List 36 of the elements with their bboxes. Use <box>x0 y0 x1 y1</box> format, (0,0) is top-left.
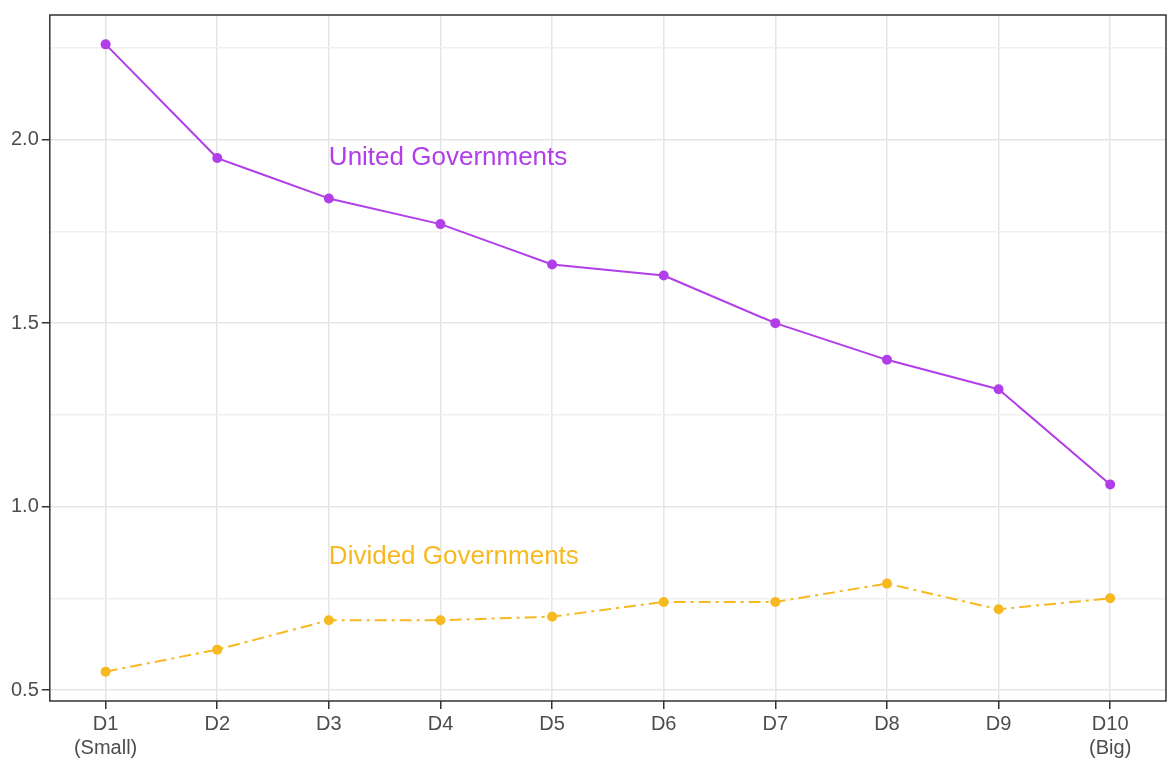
point <box>323 615 334 626</box>
point <box>770 596 781 607</box>
x-tick-label: D9 <box>985 711 1012 734</box>
x-tick-label: D7 <box>762 711 789 734</box>
point <box>100 666 111 677</box>
x-tick-label: D10 (Big) <box>1089 711 1132 758</box>
x-tick-label: D6 <box>650 711 677 734</box>
point <box>212 644 223 655</box>
x-tick-label: D5 <box>539 711 565 734</box>
series-label: United Governments <box>328 140 568 171</box>
point <box>323 193 334 204</box>
series-label: Divided Governments <box>328 540 579 571</box>
x-tick-label: D8 <box>874 711 900 734</box>
y-tick-label: 1.0 <box>10 494 39 517</box>
point <box>993 384 1004 395</box>
point <box>658 596 669 607</box>
point <box>658 270 669 281</box>
x-tick-label: D2 <box>204 711 231 734</box>
x-tick-label: D1 (Small) <box>73 711 138 758</box>
point <box>770 318 781 329</box>
point <box>1105 593 1116 604</box>
point <box>435 219 446 230</box>
point <box>212 153 223 164</box>
y-tick-label: 0.5 <box>10 677 39 700</box>
point <box>100 39 111 50</box>
y-tick-label: 1.5 <box>10 310 39 333</box>
point <box>547 611 558 622</box>
x-tick-label: D4 <box>427 711 454 734</box>
point <box>435 615 446 626</box>
point <box>1105 479 1116 490</box>
point <box>993 604 1004 615</box>
x-tick-label: D3 <box>316 711 342 734</box>
point <box>881 578 892 589</box>
point <box>881 354 892 365</box>
y-tick-label: 2.0 <box>10 127 39 150</box>
point <box>547 259 558 270</box>
